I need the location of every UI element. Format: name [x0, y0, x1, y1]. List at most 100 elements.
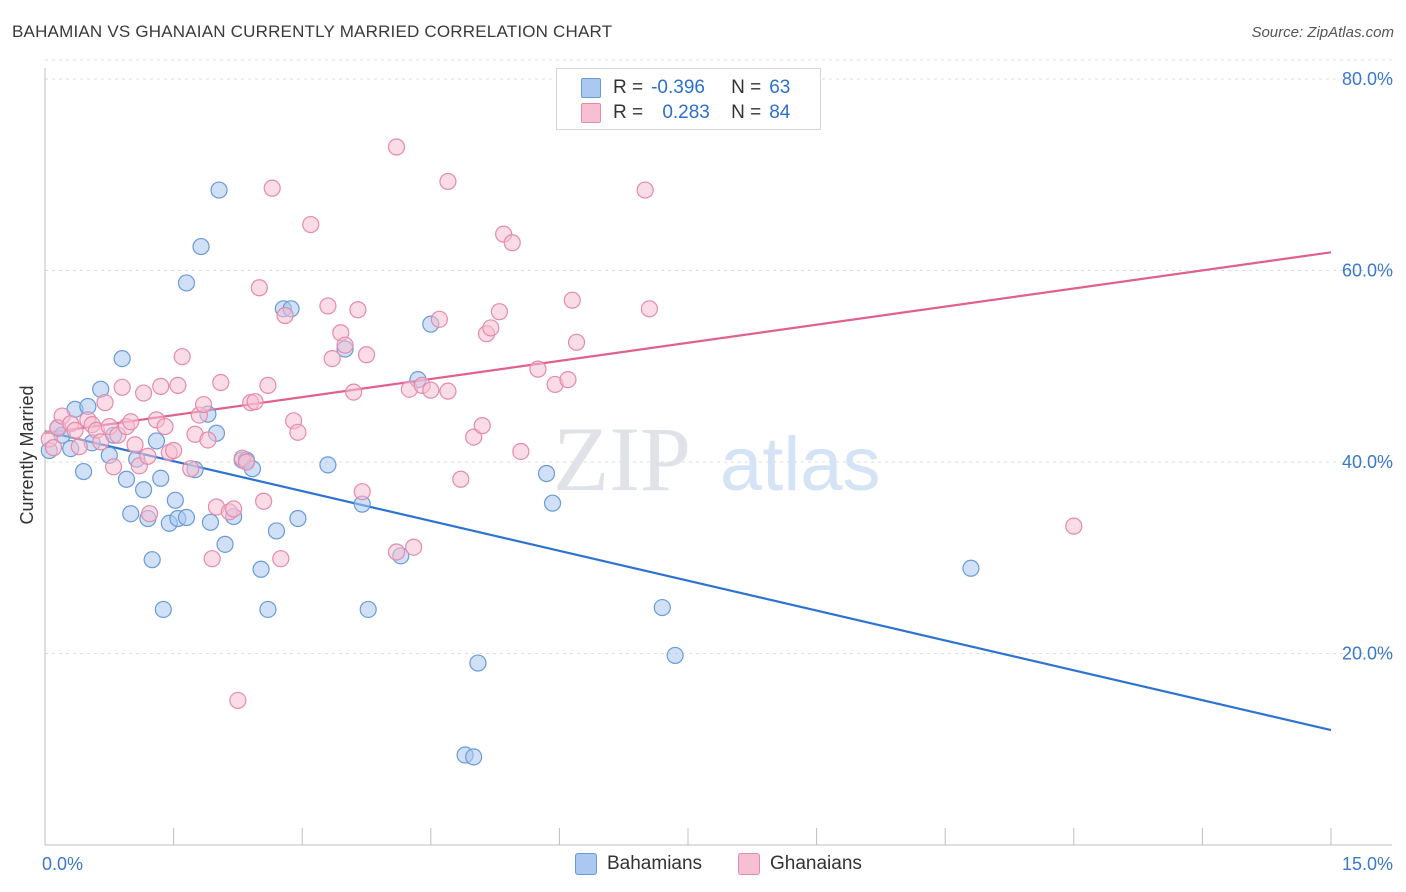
- ghanaians-point: [165, 441, 183, 460]
- ghanaians-label: Ghanaians: [770, 853, 862, 874]
- bahamians-point: [216, 535, 234, 553]
- ghanaians-point: [640, 300, 659, 318]
- ghanaians-point: [259, 376, 277, 394]
- ghanaians-point: [139, 447, 157, 465]
- y-tick-label: 40.0%: [1342, 452, 1393, 472]
- bahamians-point: [252, 560, 270, 578]
- tick-labels: 20.0% 40.0% 60.0% 80.0% 0.0% 15.0%: [42, 69, 1393, 874]
- ghanaians-point: [559, 371, 577, 389]
- ghanaians-point: [323, 349, 341, 368]
- ghanaians-point: [1065, 517, 1083, 535]
- y-axis-label: Currently Married: [17, 385, 37, 524]
- legend-swatch-pink: [581, 103, 601, 123]
- ghanaians-point: [336, 336, 354, 354]
- watermark-zip: ZIP: [553, 408, 691, 510]
- bahamians-point: [166, 491, 184, 509]
- bahamians-point: [177, 508, 196, 527]
- ghanaians-point: [173, 348, 191, 366]
- legend-r-label: R =: [613, 77, 644, 98]
- ghanaians-point: [503, 234, 521, 252]
- bahamians-point: [152, 469, 170, 487]
- ghanaians-point: [272, 550, 290, 568]
- ghanaians-point: [263, 179, 281, 197]
- ghanaians-trend-line: [44, 251, 1332, 435]
- ghanaians-point: [439, 172, 457, 191]
- chart-source: Source: ZipAtlas.com: [1251, 24, 1394, 41]
- legend-row-ghanaians: R = 0.283 N = 84: [581, 102, 790, 124]
- series-legend-bahamians[interactable]: Bahamians: [575, 852, 702, 876]
- ghanaians-point: [134, 384, 153, 402]
- bahamians-point: [201, 513, 220, 531]
- legend-n-label: N =: [731, 77, 762, 98]
- ghanaians-point: [439, 382, 457, 400]
- watermark: ZIP atlas: [553, 408, 881, 510]
- ghanaians-point: [345, 383, 363, 401]
- ghanaians-point: [490, 303, 508, 321]
- ghanaians-point: [44, 439, 63, 457]
- bahamians-point: [465, 748, 483, 766]
- ghanaians-point: [212, 373, 230, 392]
- legend-n-value: 63: [769, 77, 791, 98]
- bahamians-point: [74, 462, 93, 481]
- ghanaians-point: [96, 394, 114, 412]
- ghanaians-point: [66, 421, 84, 440]
- ghanaians-point: [529, 360, 547, 378]
- ghanaians-point: [349, 301, 367, 319]
- ghanaians-point: [70, 438, 88, 456]
- ghanaians-point: [225, 500, 243, 518]
- bahamians-point: [154, 600, 172, 619]
- ghanaians-point: [255, 492, 273, 510]
- ghanaians-point: [567, 333, 586, 351]
- ghanaians-point: [357, 346, 376, 364]
- ghanaians-point: [465, 428, 483, 446]
- bahamians-point: [666, 646, 684, 665]
- ghanaians-point: [140, 505, 159, 523]
- ghanaians-point: [237, 453, 256, 471]
- bahamians-label: Bahamians: [607, 853, 703, 874]
- ghanaians-point: [422, 381, 440, 399]
- legend-r-value: 0.283: [662, 102, 710, 123]
- ghanaians-point: [563, 291, 581, 309]
- bahamians-point: [113, 349, 131, 368]
- correlation-legend: R = -0.396 N = 63 R = 0.283 N = 84: [556, 68, 821, 130]
- bahamians-swatch: [575, 853, 597, 875]
- bahamians-trend-line: [44, 430, 1332, 732]
- ghanaians-point: [156, 417, 174, 436]
- bahamians-point: [359, 600, 377, 619]
- ghanaians-point: [182, 460, 200, 478]
- legend-n-label: N =: [731, 102, 762, 123]
- bahamians-point: [543, 494, 562, 512]
- ghanaians-point: [113, 378, 131, 396]
- ghanaians-point: [319, 297, 337, 315]
- ghanaians-point: [276, 306, 294, 325]
- series-legend-ghanaians[interactable]: Ghanaians: [738, 852, 862, 876]
- ghanaians-point: [473, 417, 491, 435]
- bahamians-point: [147, 432, 166, 450]
- scatter-points: [40, 138, 1083, 766]
- ghanaians-point: [636, 181, 654, 199]
- ghanaians-point: [430, 310, 448, 328]
- ghanaians-point: [512, 442, 530, 461]
- ghanaians-point: [405, 538, 423, 556]
- legend-r-value: -0.396: [651, 77, 705, 98]
- ghanaians-point: [126, 436, 144, 454]
- ghanaians-point: [482, 319, 500, 337]
- bahamians-point: [192, 237, 210, 256]
- legend-row-bahamians: R = -0.396 N = 63: [581, 77, 790, 99]
- ghanaians-point: [229, 691, 247, 710]
- legend-r-label: R =: [613, 102, 644, 123]
- watermark-atlas: atlas: [720, 422, 881, 507]
- ghanaians-point: [289, 423, 307, 441]
- bahamians-point: [319, 456, 337, 474]
- grid-lines: [45, 59, 1392, 654]
- ghanaians-point: [387, 543, 406, 561]
- bahamians-point: [122, 505, 140, 523]
- ghanaians-point: [387, 138, 406, 156]
- legend-swatch-blue: [581, 78, 601, 98]
- bahamians-point: [962, 559, 980, 577]
- y-tick-label: 60.0%: [1342, 261, 1393, 281]
- bahamians-point: [653, 598, 671, 617]
- bahamians-point: [537, 464, 556, 483]
- y-tick-label: 20.0%: [1342, 644, 1393, 664]
